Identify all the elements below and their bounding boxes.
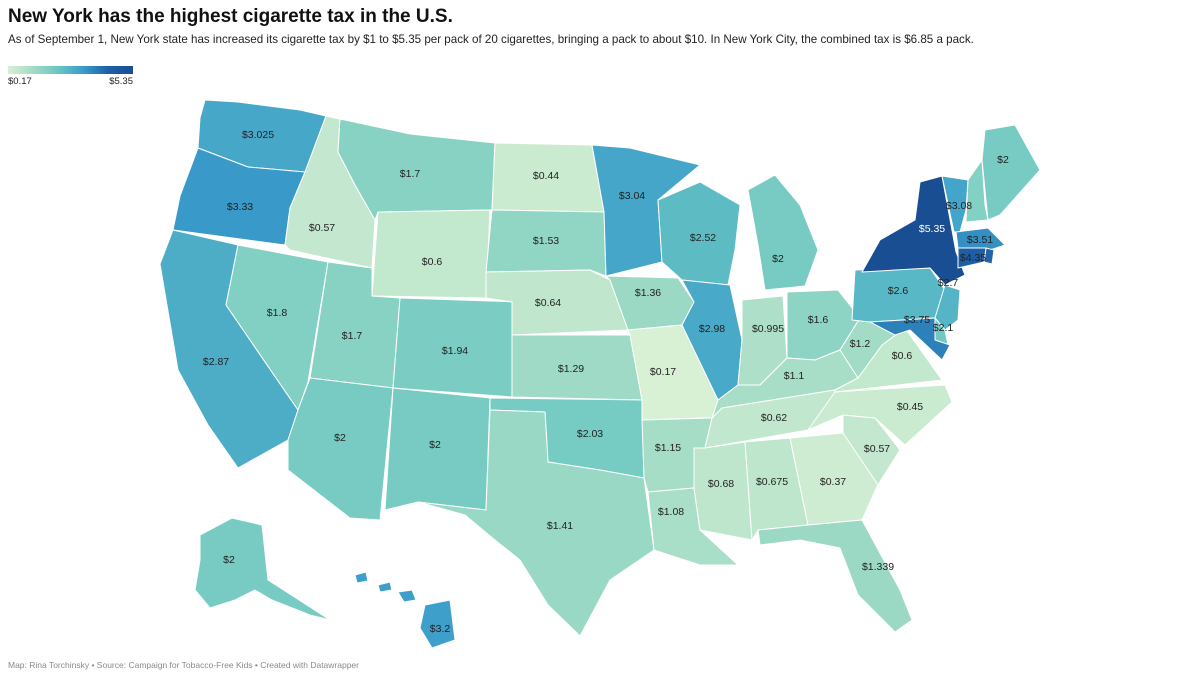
state-label-wy: $0.6 bbox=[422, 256, 443, 268]
state-label-id: $0.57 bbox=[309, 222, 335, 234]
state-label-mi: $2 bbox=[772, 253, 784, 265]
state-label-ak: $2 bbox=[223, 554, 235, 566]
state-label-co: $1.94 bbox=[442, 345, 468, 357]
state-label-ar: $1.15 bbox=[655, 442, 681, 454]
state-label-il: $2.98 bbox=[699, 323, 725, 335]
state-label-ia: $1.36 bbox=[635, 287, 661, 299]
state-label-al: $0.675 bbox=[756, 476, 788, 488]
state-label-wi: $2.52 bbox=[690, 232, 716, 244]
state-label-oh: $1.6 bbox=[808, 314, 829, 326]
state-wi bbox=[657, 181, 741, 286]
state-label-sd: $1.53 bbox=[533, 235, 559, 247]
state-label-nm: $2 bbox=[429, 439, 441, 451]
color-legend: $0.17 $5.35 bbox=[8, 66, 133, 87]
state-label-sc: $0.57 bbox=[864, 443, 890, 455]
state-label-pa: $2.6 bbox=[888, 285, 909, 297]
state-md bbox=[869, 317, 951, 361]
state-mt bbox=[325, 115, 496, 221]
state-tx bbox=[417, 409, 655, 637]
state-label-nd: $0.44 bbox=[533, 170, 559, 182]
state-nh bbox=[965, 159, 989, 223]
state-fl bbox=[757, 519, 913, 633]
state-ne bbox=[485, 269, 629, 336]
state-label-or: $3.33 bbox=[227, 201, 253, 213]
chart-subtitle: As of September 1, New York state has in… bbox=[8, 33, 974, 46]
state-label-tn: $0.62 bbox=[761, 412, 787, 424]
state-label-wa: $3.025 bbox=[242, 129, 274, 141]
state-label-ks: $1.29 bbox=[558, 363, 584, 375]
state-label-nj: $2.7 bbox=[938, 277, 959, 289]
state-label-de: $2.1 bbox=[933, 322, 954, 334]
state-label-md: $3.75 bbox=[904, 314, 930, 326]
state-label-ga: $0.37 bbox=[820, 476, 846, 488]
state-ak bbox=[194, 517, 331, 621]
state-label-mo: $0.17 bbox=[650, 366, 676, 378]
state-label-la: $1.08 bbox=[658, 506, 684, 518]
state-hi bbox=[354, 571, 456, 649]
state-label-me: $2 bbox=[997, 154, 1009, 166]
state-label-nv: $1.8 bbox=[267, 307, 288, 319]
state-label-ok: $2.03 bbox=[577, 428, 603, 440]
state-ms bbox=[693, 441, 753, 541]
source-credit: Map: Rina Torchinsky • Source: Campaign … bbox=[8, 660, 359, 670]
state-label-ne: $0.64 bbox=[535, 297, 561, 309]
state-label-wv: $1.2 bbox=[850, 338, 871, 350]
state-label-in: $0.995 bbox=[752, 323, 784, 335]
state-label-vt: $3.08 bbox=[946, 200, 972, 212]
state-label-ny: $5.35 bbox=[919, 223, 945, 235]
state-vt bbox=[941, 175, 969, 233]
state-ct bbox=[957, 247, 987, 269]
state-az bbox=[287, 377, 394, 521]
state-nc bbox=[807, 384, 953, 446]
legend-max-label: $5.35 bbox=[109, 76, 133, 87]
state-wy bbox=[371, 209, 491, 299]
state-ga bbox=[789, 432, 881, 526]
state-label-ct: $4.35 bbox=[960, 252, 986, 264]
state-label-ma: $3.51 bbox=[967, 234, 993, 246]
state-label-hi: $3.2 bbox=[430, 623, 451, 635]
state-me bbox=[981, 124, 1041, 221]
state-label-ky: $1.1 bbox=[784, 370, 805, 382]
legend-min-label: $0.17 bbox=[8, 76, 32, 87]
state-label-fl: $1.339 bbox=[862, 561, 894, 573]
state-label-az: $2 bbox=[334, 432, 346, 444]
state-label-nc: $0.45 bbox=[897, 401, 923, 413]
state-label-ms: $0.68 bbox=[708, 478, 734, 490]
state-label-mn: $3.04 bbox=[619, 190, 645, 202]
chart-title: New York has the highest cigarette tax i… bbox=[8, 6, 453, 27]
state-label-mt: $1.7 bbox=[400, 168, 421, 180]
state-label-ut: $1.7 bbox=[342, 330, 363, 342]
state-ma bbox=[955, 227, 1006, 251]
state-label-ca: $2.87 bbox=[203, 356, 229, 368]
legend-gradient-bar bbox=[8, 66, 133, 74]
state-sd bbox=[485, 209, 607, 277]
state-nj bbox=[934, 284, 961, 331]
state-label-tx: $1.41 bbox=[547, 520, 573, 532]
state-mi bbox=[747, 174, 819, 291]
state-label-va: $0.6 bbox=[892, 350, 913, 362]
